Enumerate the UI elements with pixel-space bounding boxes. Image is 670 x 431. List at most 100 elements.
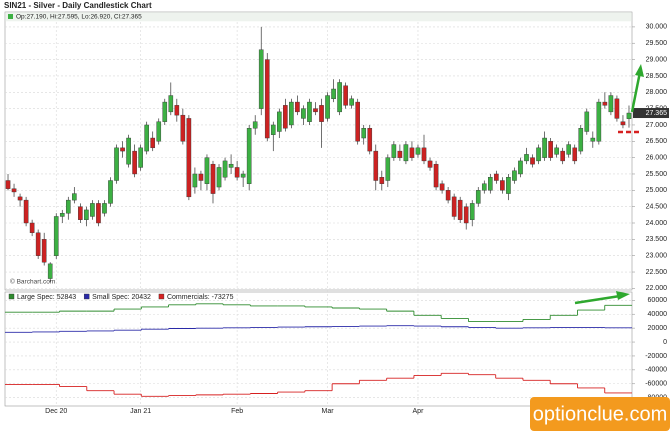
candle-body <box>614 98 620 119</box>
x-tick-label: Apr <box>413 408 425 415</box>
price-panel <box>4 11 633 291</box>
candle-body <box>475 190 481 204</box>
candle-body <box>385 157 391 181</box>
candle-body <box>252 121 258 129</box>
candle-body <box>608 95 614 113</box>
info-bar <box>5 12 632 22</box>
candle-body <box>186 118 192 198</box>
last-price-tag <box>633 108 669 119</box>
candle-body <box>138 147 143 168</box>
candle-body <box>626 112 632 119</box>
candle-body <box>72 193 77 201</box>
y-tick-label: 60000 <box>648 297 668 304</box>
candle-body <box>530 157 535 165</box>
candle-body <box>337 82 342 113</box>
candle-body <box>23 199 29 224</box>
y-tick-label: 23.000 <box>646 253 668 260</box>
candle-body <box>258 49 264 109</box>
candle-body <box>469 203 475 220</box>
x-tick-label: Dec 20 <box>45 408 67 415</box>
candle-body <box>596 101 602 142</box>
candle-body <box>35 232 41 256</box>
candle-body <box>409 147 415 158</box>
y-tick-label: 23.500 <box>646 236 668 243</box>
candle-body <box>524 154 529 162</box>
candle-body <box>277 111 282 132</box>
y-tick-label: -60000 <box>645 381 667 388</box>
marks: 22.000 22.500 23.000 23.500 24.000 24.500 25.0… <box>5 22 669 415</box>
legend-label: Large Spec: 52843 <box>17 294 76 301</box>
y-tick-label: 24.000 <box>646 220 668 227</box>
candle-body <box>584 111 590 132</box>
candle-body <box>506 177 511 194</box>
candle-body <box>325 95 330 119</box>
candle-body <box>343 85 348 106</box>
y-tick-label: 27.000 <box>646 122 668 129</box>
candle-body <box>53 216 59 256</box>
y-tick-label: 0 <box>663 339 667 346</box>
candle-body <box>542 137 547 158</box>
candle-body <box>331 88 336 100</box>
y-tick-label: 26.500 <box>646 138 668 145</box>
y-tick-label: 29.500 <box>646 40 668 47</box>
cot-arrow-head <box>616 291 630 300</box>
candle-body <box>102 203 107 214</box>
candle-body <box>578 128 584 152</box>
candle-body <box>361 128 367 139</box>
candle-body <box>228 163 234 168</box>
chart-title: SIN21 - Silver - Daily Candlestick Chart <box>4 1 152 10</box>
legend-swatch <box>158 293 165 300</box>
candle-body <box>84 209 89 220</box>
candle-body <box>566 144 572 155</box>
candle-body <box>17 196 23 201</box>
y-tick-label: 28.500 <box>646 73 668 80</box>
watermark-box <box>530 397 670 431</box>
candle-body <box>156 121 162 142</box>
candle-body <box>457 199 463 220</box>
legend-swatch <box>8 293 15 300</box>
candle-body <box>397 150 403 158</box>
y-tick-label: 22.500 <box>646 269 668 276</box>
candle-body <box>572 147 578 162</box>
candle-body <box>560 150 565 162</box>
candle-body <box>168 95 174 113</box>
candle-body <box>5 180 11 189</box>
candle-body <box>180 114 186 142</box>
candle-body <box>548 141 553 158</box>
legend-label: Commercials: -73275 <box>167 294 234 301</box>
y-tick-label: 30.000 <box>646 24 668 31</box>
y-tick-label: 25.000 <box>646 187 668 194</box>
candle-body <box>234 167 240 178</box>
candle-body <box>355 101 360 142</box>
y-tick-label: 20000 <box>648 325 668 332</box>
candle-body <box>494 173 499 181</box>
source-credit: © Barchart.com <box>10 278 55 286</box>
y-tick-label: 22.000 <box>646 285 668 292</box>
x-tick-label: Feb <box>231 408 243 415</box>
candle-body <box>518 160 523 175</box>
candle-body <box>162 101 168 122</box>
info-icon <box>8 14 13 19</box>
candle-body <box>391 144 397 158</box>
candle-body <box>198 173 204 181</box>
watermark: optionclue.com <box>533 403 668 425</box>
candle-body <box>590 137 596 142</box>
candle-body <box>403 144 409 162</box>
y-tick-label: 26.000 <box>646 154 668 161</box>
candle-body <box>114 147 119 181</box>
candle-body <box>47 263 53 279</box>
legend-swatch <box>83 293 90 300</box>
y-tick-label: 29.000 <box>646 56 668 63</box>
candle-body <box>174 105 180 116</box>
candle-body <box>379 177 385 184</box>
candle-body <box>488 177 493 191</box>
candle-body <box>554 147 559 155</box>
candle-body <box>445 190 451 201</box>
cot-arrow-line <box>574 294 621 305</box>
y-tick-label: -20000 <box>645 353 667 360</box>
candle-body <box>108 180 113 204</box>
candle-body <box>319 105 324 122</box>
y-tick-label: -40000 <box>645 367 667 374</box>
candle-body <box>192 173 198 188</box>
candle-body <box>11 188 17 193</box>
